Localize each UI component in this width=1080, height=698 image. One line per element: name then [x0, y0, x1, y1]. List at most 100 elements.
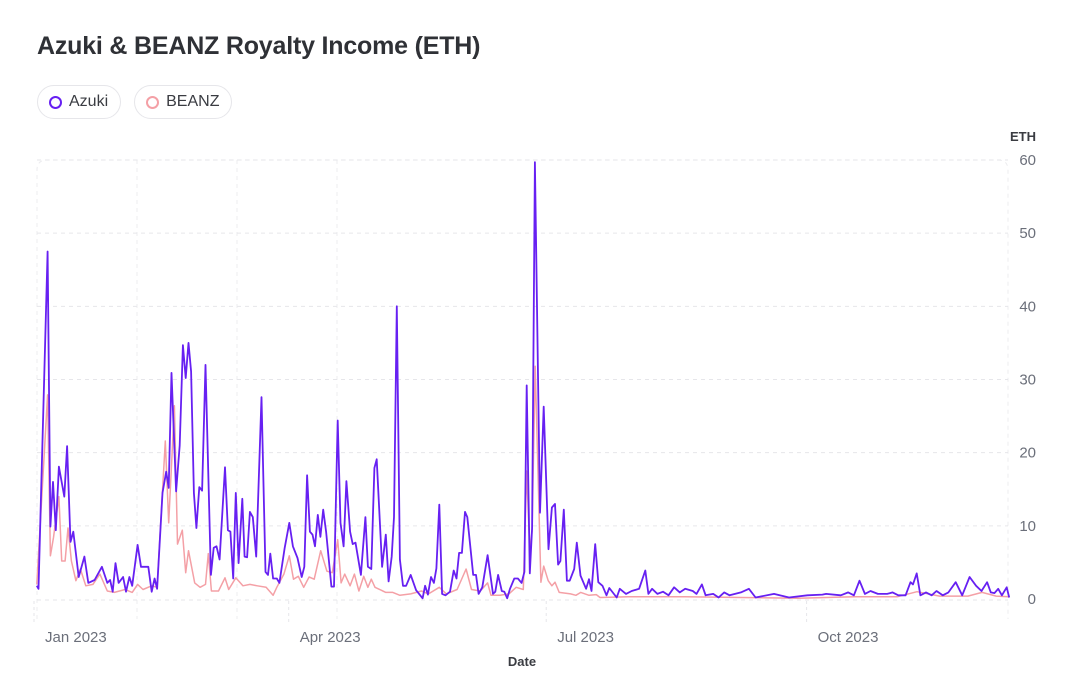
data-point-beanz — [596, 594, 597, 595]
data-point-azuki — [292, 546, 293, 547]
data-point-azuki — [52, 481, 53, 482]
data-point-azuki — [36, 585, 37, 586]
data-point-beanz — [421, 590, 422, 591]
data-point-beanz — [798, 598, 799, 599]
data-point-azuki — [125, 591, 126, 592]
data-point-beanz — [371, 579, 372, 580]
data-point-azuki — [67, 446, 68, 447]
data-point-beanz — [168, 522, 169, 523]
data-point-azuki — [625, 593, 626, 594]
data-point-azuki — [191, 371, 192, 372]
data-point-beanz — [314, 579, 315, 580]
data-point-beanz — [67, 527, 68, 528]
data-point-beanz — [967, 596, 968, 597]
data-point-azuki — [261, 397, 262, 398]
data-point-azuki — [482, 587, 483, 588]
data-point-beanz — [211, 590, 212, 591]
data-point-beanz — [174, 405, 175, 406]
data-point-azuki — [265, 571, 266, 572]
data-point-beanz — [344, 574, 345, 575]
data-point-azuki — [168, 487, 169, 488]
data-point-azuki — [679, 592, 680, 593]
data-point-azuki — [905, 595, 906, 596]
data-point-beanz — [326, 571, 327, 572]
legend-item-azuki[interactable]: Azuki — [37, 85, 122, 119]
data-point-azuki — [235, 492, 236, 493]
line-beanz — [36, 365, 1010, 600]
data-point-azuki — [205, 364, 206, 365]
legend-item-beanz[interactable]: BEANZ — [134, 85, 233, 119]
data-point-beanz — [165, 440, 166, 441]
data-point-azuki — [740, 592, 741, 593]
data-point-azuki — [969, 576, 970, 577]
data-point-azuki — [410, 574, 411, 575]
data-point-beanz — [177, 544, 178, 545]
data-point-azuki — [696, 593, 697, 594]
data-point-beanz — [99, 574, 100, 575]
data-point-azuki — [179, 445, 180, 446]
x-tick-label: Jan 2023 — [45, 629, 107, 646]
data-point-azuki — [864, 593, 865, 594]
data-point-azuki — [154, 578, 155, 579]
data-point-azuki — [461, 552, 462, 553]
data-point-azuki — [840, 595, 841, 596]
data-point-beanz — [273, 595, 274, 596]
data-point-beanz — [132, 592, 133, 593]
data-point-azuki — [112, 591, 113, 592]
data-point-azuki — [514, 578, 515, 579]
data-point-azuki — [233, 578, 234, 579]
data-point-azuki — [729, 595, 730, 596]
data-point-azuki — [563, 509, 564, 510]
data-point-azuki — [517, 578, 518, 579]
data-point-azuki — [399, 559, 400, 560]
grid — [36, 159, 1009, 619]
data-point-beanz — [490, 595, 491, 596]
data-point-beanz — [293, 579, 294, 580]
data-point-azuki — [123, 576, 124, 577]
x-tick-label: Oct 2023 — [818, 629, 879, 646]
data-point-beanz — [554, 582, 555, 583]
data-point-beanz — [500, 595, 501, 596]
data-point-azuki — [467, 517, 468, 518]
data-point-beanz — [466, 568, 467, 569]
data-point-azuki — [55, 530, 56, 531]
data-point-azuki — [478, 593, 479, 594]
data-point-beanz — [50, 555, 51, 556]
data-point-azuki — [648, 593, 649, 594]
data-point-azuki — [279, 582, 280, 583]
data-point-azuki — [473, 574, 474, 575]
data-point-azuki — [88, 582, 89, 583]
y-tick-label: 0 — [1028, 591, 1036, 608]
data-point-azuki — [521, 582, 522, 583]
y-tick-label: 10 — [1019, 518, 1036, 535]
data-point-azuki — [887, 593, 888, 594]
data-point-beanz — [218, 590, 219, 591]
data-point-azuki — [532, 527, 533, 528]
data-point-azuki — [199, 487, 200, 488]
data-point-azuki — [892, 592, 893, 593]
data-point-azuki — [182, 345, 183, 346]
data-point-azuki — [692, 590, 693, 591]
data-point-azuki — [701, 584, 702, 585]
y-axis-title: ETH — [1010, 129, 1036, 144]
data-point-azuki — [925, 592, 926, 593]
data-point-azuki — [402, 585, 403, 586]
data-point-azuki — [393, 517, 394, 518]
data-point-azuki — [436, 568, 437, 569]
data-point-azuki — [598, 582, 599, 583]
data-point-azuki — [314, 546, 315, 547]
beanz-circle-icon — [146, 95, 160, 109]
data-point-azuki — [509, 588, 510, 589]
data-point-azuki — [385, 534, 386, 535]
data-point-beanz — [137, 584, 138, 585]
data-point-azuki — [137, 544, 138, 545]
data-point-beanz — [309, 576, 310, 577]
data-point-azuki — [101, 566, 102, 567]
data-point-beanz — [224, 577, 225, 578]
data-point-azuki — [289, 522, 290, 523]
data-point-beanz — [350, 585, 351, 586]
data-point-azuki — [326, 531, 327, 532]
y-tick-label: 50 — [1019, 225, 1036, 242]
data-point-beanz — [114, 592, 115, 593]
